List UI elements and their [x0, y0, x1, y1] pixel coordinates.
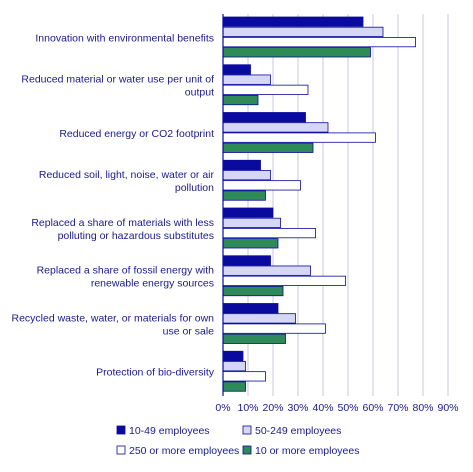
- x-tick-label: 50%: [337, 402, 358, 414]
- legend-label: 50-249 employees: [255, 425, 341, 437]
- bar: [222, 132, 376, 143]
- bar: [222, 313, 296, 324]
- bar: [222, 159, 261, 171]
- bar: [222, 303, 279, 314]
- bar: [222, 64, 251, 75]
- x-tick-label: 20%: [262, 402, 283, 414]
- x-tick-label: 70%: [387, 402, 408, 414]
- legend-swatch: [242, 445, 252, 455]
- gridlines: [247, 14, 449, 396]
- legend-swatch: [242, 425, 252, 435]
- bar: [222, 285, 284, 297]
- bar: [222, 74, 271, 85]
- x-tick-label: 60%: [362, 402, 383, 414]
- bar: [222, 265, 311, 276]
- bar: [222, 47, 371, 58]
- x-tick-label: 90%: [437, 402, 458, 414]
- category-label: Protection of bio-diversity: [96, 367, 215, 379]
- bar: [222, 361, 246, 372]
- bar: [222, 255, 271, 266]
- category-label: Replaced a share of fossil energy with re…: [37, 265, 215, 290]
- legend: 10-49 employees 50-249 employees 250 or mo…: [116, 425, 359, 457]
- bar: [222, 112, 306, 123]
- bar: [222, 142, 314, 153]
- category-label: Replaced a share of materials with less p…: [31, 217, 214, 242]
- bar: [222, 16, 364, 27]
- legend-swatch: [116, 425, 126, 435]
- x-tick-label: 30%: [287, 402, 308, 414]
- bar: [222, 381, 246, 392]
- bar: [222, 170, 271, 181]
- bar: [222, 350, 244, 362]
- bar: [222, 84, 309, 95]
- bar: [222, 275, 346, 286]
- bar: [222, 207, 274, 218]
- category-label: Reduced material or water use per unit o…: [21, 74, 214, 99]
- bar: [222, 323, 326, 334]
- category-label: Recycled waste, water, or materials for …: [12, 312, 215, 337]
- category-labels: Innovation with environmental benefits Re…: [12, 32, 215, 378]
- legend-label: 10-49 employees: [129, 425, 210, 437]
- x-tick-label: 0%: [215, 402, 230, 414]
- legend-swatch: [116, 445, 126, 455]
- bar: [222, 94, 259, 106]
- bar: [222, 190, 266, 201]
- bar: [222, 26, 384, 38]
- bar: [222, 180, 301, 191]
- legend-label: 250 or more employees: [129, 445, 239, 457]
- x-tick-labels: 0% 10% 20% 30% 40% 50% 60% 70% 80% 90%: [215, 402, 458, 414]
- legend-label: 10 or more employees: [255, 445, 359, 457]
- x-tick-label: 80%: [412, 402, 433, 414]
- bars: [222, 16, 416, 392]
- bar: [222, 37, 416, 48]
- bar: [222, 371, 266, 382]
- category-label: Reduced energy or CO2 footprint: [59, 128, 214, 140]
- category-label: Innovation with environmental benefits: [35, 32, 214, 44]
- x-tick-label: 10%: [237, 402, 258, 414]
- bar: [222, 227, 316, 239]
- x-tick-label: 40%: [312, 402, 333, 414]
- category-label: Reduced soil, light, noise, water or air…: [39, 169, 215, 194]
- bar: [222, 122, 329, 133]
- bar: [222, 217, 281, 228]
- bar: [222, 333, 286, 344]
- bar: [222, 238, 279, 249]
